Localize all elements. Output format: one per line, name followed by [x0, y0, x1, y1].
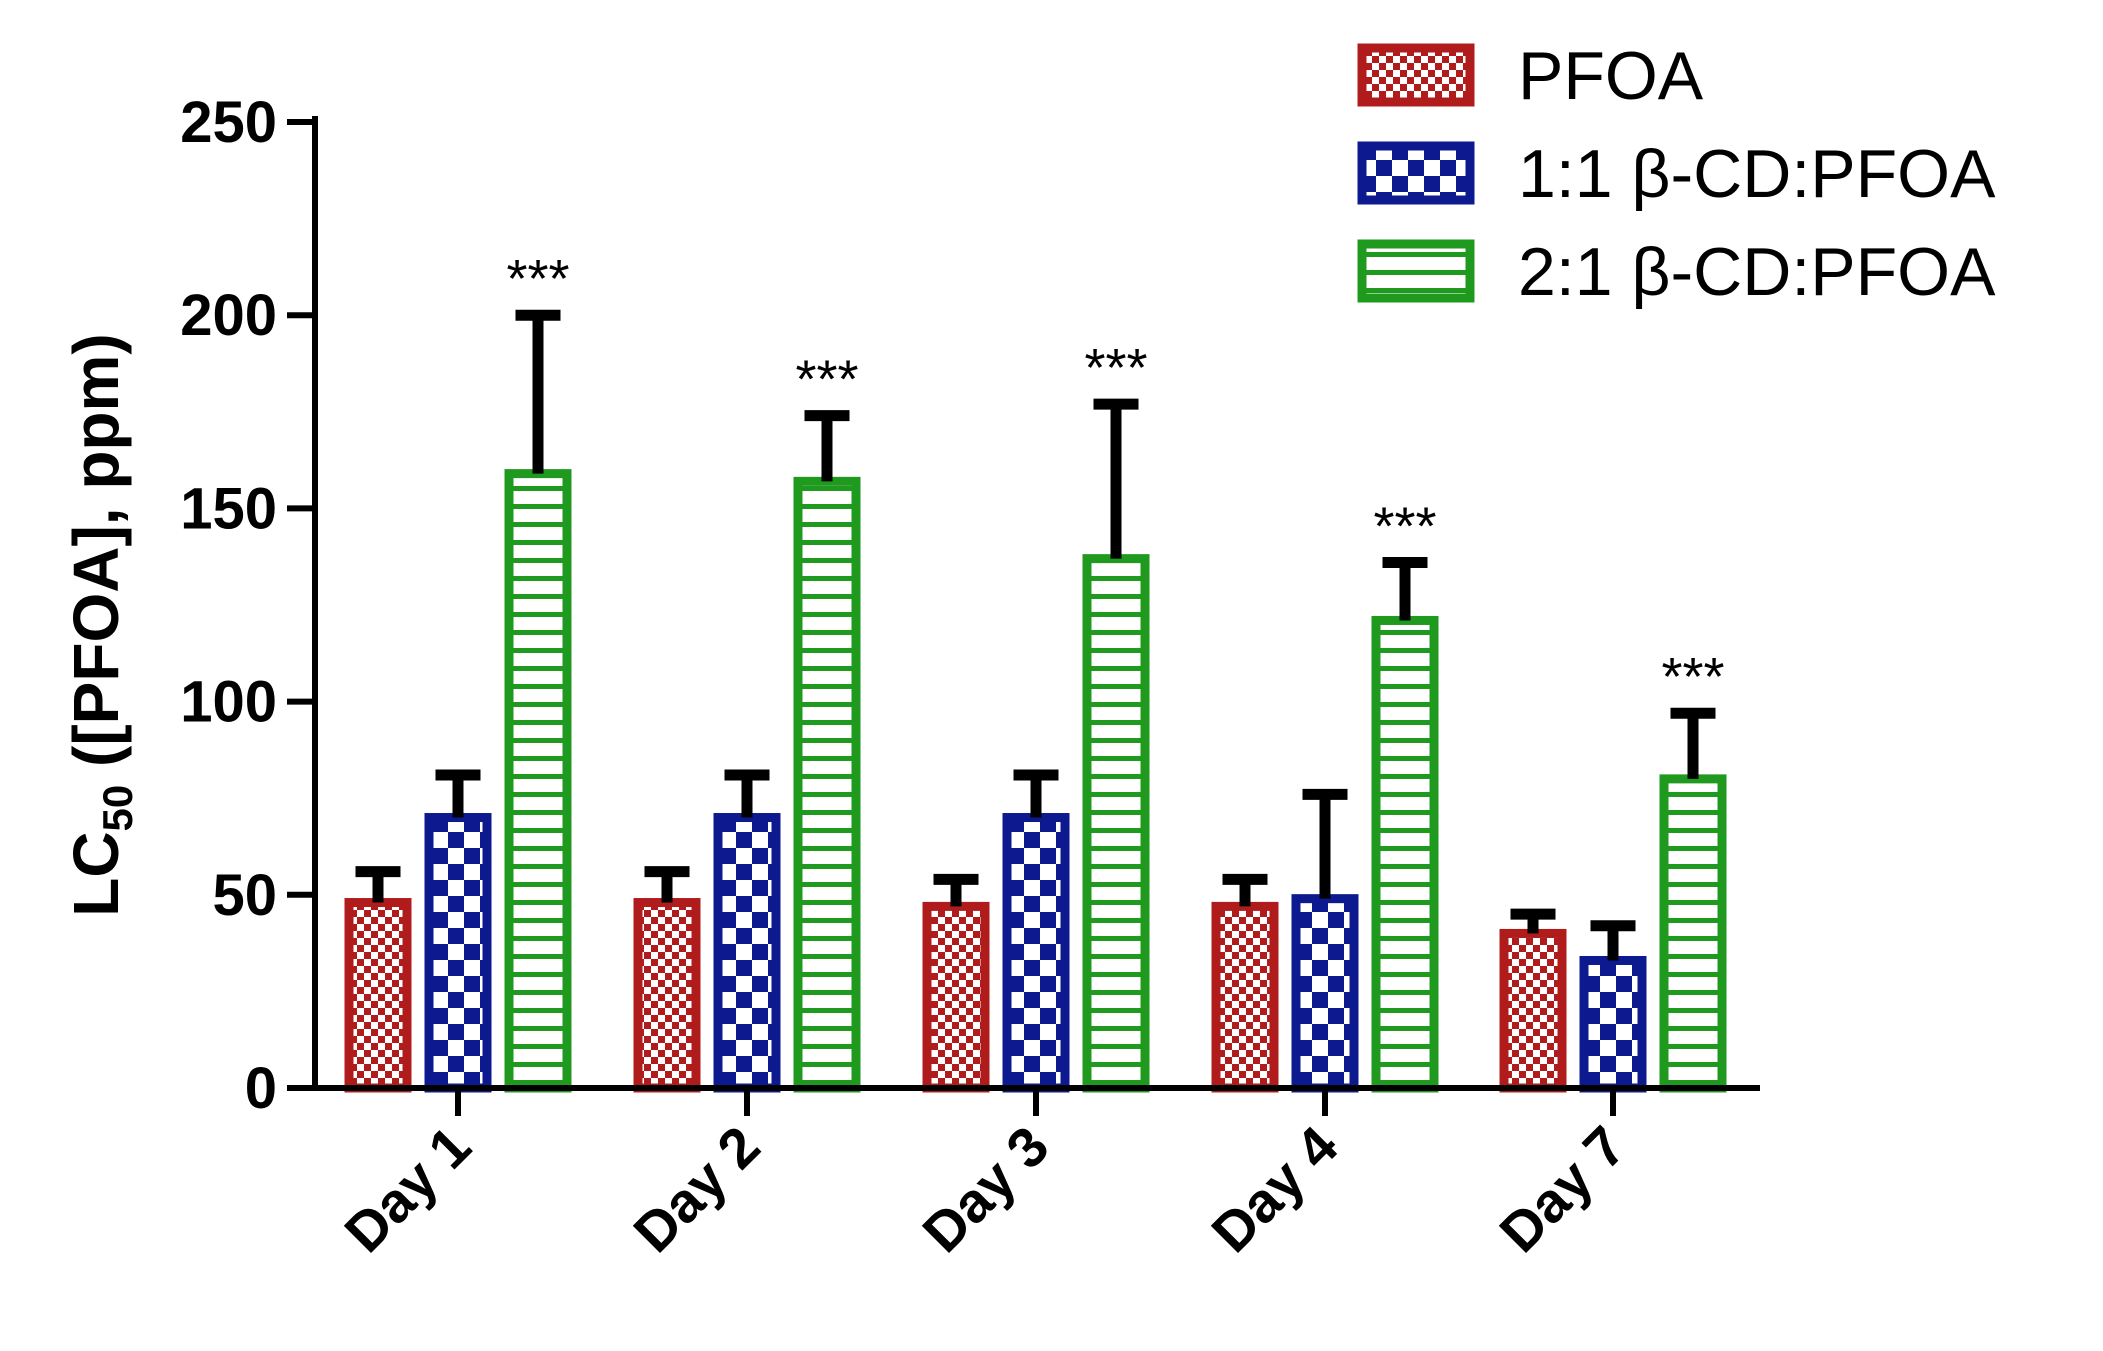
error-bar-1-3: [933, 873, 979, 907]
error-bar-2-3: [1013, 769, 1059, 818]
x-tick-label: Day 3: [910, 1114, 1060, 1264]
significance-label: ***: [1661, 647, 1724, 707]
legend-swatch: [1357, 43, 1475, 107]
y-tick-label: 150: [180, 476, 277, 541]
significance-label: ***: [506, 249, 569, 309]
error-bar-2-1: [435, 769, 481, 818]
legend-entry-3: 2:1 β-CD:PFOA: [1357, 234, 1996, 310]
y-tick-label: 0: [245, 1056, 277, 1121]
significance-label: ***: [1373, 496, 1436, 556]
bar-2-day-4: [1291, 894, 1359, 1093]
bar-2-day-7: [1579, 955, 1647, 1093]
bar-3-day-7: [1659, 774, 1727, 1093]
legend-entry-2: 1:1 β-CD:PFOA: [1357, 136, 1996, 212]
bar-1-day-2: [633, 898, 701, 1093]
legend-swatch: [1357, 141, 1475, 205]
y-axis-label: LC50 ([PFOA], ppm): [60, 333, 141, 917]
significance-label: ***: [795, 350, 858, 410]
legend: PFOA 1:1 β-CD:PFOA 2:1 β-CD:PFOA: [1357, 38, 1996, 310]
bar-2-day-3: [1002, 813, 1070, 1093]
error-bar-1-1: [355, 866, 401, 903]
error-bar-3-2: [804, 410, 850, 482]
bar-3-day-4: [1371, 615, 1439, 1093]
bar-1-day-7: [1499, 928, 1567, 1093]
bar-2-day-2: [713, 813, 781, 1093]
x-tick-label: Day 2: [621, 1114, 771, 1264]
legend-swatch: [1357, 239, 1475, 303]
y-tick-label: 200: [180, 283, 277, 348]
error-bar-2-4: [1302, 788, 1348, 899]
significance-label: ***: [1084, 338, 1147, 398]
y-tick-label: 100: [180, 670, 277, 735]
error-bar-1-4: [1222, 873, 1268, 907]
bar-2-day-1: [424, 813, 492, 1093]
legend-label: PFOA: [1518, 38, 1704, 114]
legend-label: 1:1 β-CD:PFOA: [1518, 136, 1996, 212]
bar-3-day-3: [1082, 554, 1150, 1093]
x-tick-label: Day 4: [1199, 1114, 1349, 1264]
error-bar-3-5: [1670, 707, 1716, 779]
bar-3-day-1: [504, 469, 572, 1093]
error-bar-1-2: [644, 866, 690, 903]
y-tick-label: 250: [180, 90, 277, 155]
error-bar-3-4: [1382, 556, 1428, 621]
error-bar-2-2: [724, 769, 770, 818]
significance-layer: *** *** *** *** ***: [506, 249, 1724, 707]
x-tick-label: Day 7: [1487, 1114, 1637, 1264]
bar-3-day-2: [793, 476, 861, 1093]
bar-1-day-1: [344, 898, 412, 1093]
error-bars-layer: [355, 309, 1716, 961]
bar-1-day-3: [922, 901, 990, 1093]
error-bar-2-5: [1590, 920, 1636, 961]
bar-1-day-4: [1211, 901, 1279, 1093]
legend-entry-1: PFOA: [1357, 38, 1704, 114]
error-bar-3-1: [515, 309, 561, 474]
legend-label: 2:1 β-CD:PFOA: [1518, 234, 1996, 310]
error-bar-1-5: [1510, 908, 1556, 934]
axes-layer: 0 50 100 150 200 250 Day 1 Day 2 Day 3 Day 4 Day 7…: [60, 90, 1760, 1264]
y-tick-label: 50: [212, 863, 277, 928]
error-bar-3-3: [1093, 398, 1139, 559]
x-tick-label: Day 1: [332, 1114, 482, 1264]
